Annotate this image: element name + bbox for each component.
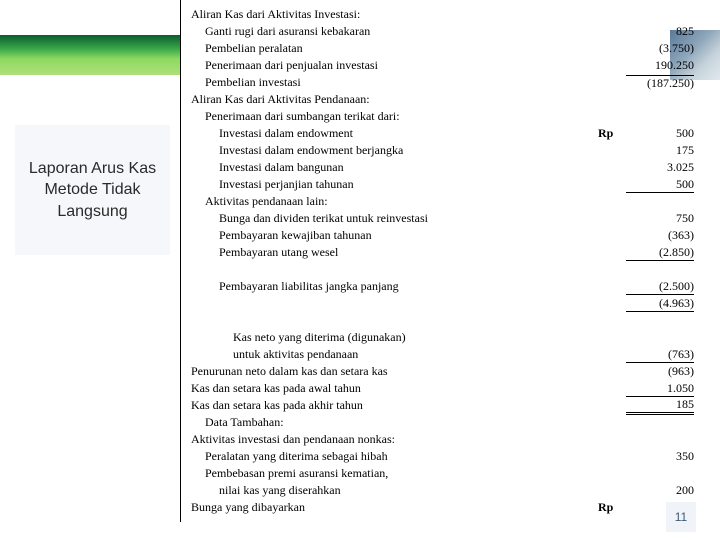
currency-symbol: Rp <box>598 500 626 515</box>
statement-line: Kas dan setara kas pada akhir tahun 185 <box>191 397 694 414</box>
line-label: Ganti rugi dari asuransi kebakaran <box>191 24 598 39</box>
statement-line: Ganti rugi dari asuransi kebakaran 825 <box>191 23 694 40</box>
statement-line: Aliran Kas dari Aktivitas Investasi: <box>191 6 694 23</box>
statement-line: Pembayaran liabilitas jangka panjang (2.5… <box>191 278 694 295</box>
header-banner <box>0 35 180 75</box>
statement-line: Data Tambahan: <box>191 414 694 431</box>
statement-line: (4.963) <box>191 295 694 312</box>
line-amount: 750 <box>626 211 694 226</box>
slide-title: Laporan Arus Kas Metode Tidak Langsung <box>15 125 170 255</box>
statement-line: Aktivitas investasi dan pendanaan nonkas… <box>191 431 694 448</box>
line-amount: 175 <box>626 143 694 158</box>
line-label: Investasi dalam endowment berjangka <box>191 143 598 158</box>
line-label: Bunga yang dibayarkan <box>191 500 598 515</box>
line-label: Peralatan yang diterima sebagai hibah <box>191 449 598 464</box>
line-amount: (187.250) <box>626 75 694 91</box>
line-amount: 190.250 <box>626 58 694 73</box>
line-label: Aktivitas investasi dan pendanaan nonkas… <box>191 432 598 447</box>
line-label: Kas dan setara kas pada awal tahun <box>191 381 598 396</box>
statement-line <box>191 261 694 278</box>
line-label: untuk aktivitas pendanaan <box>191 347 598 362</box>
line-amount: 1.050 <box>626 381 694 397</box>
line-amount: (2.500) <box>626 279 694 295</box>
statement-line: Peralatan yang diterima sebagai hibah 350 <box>191 448 694 465</box>
line-amount: 3.025 <box>626 160 694 175</box>
line-label: Pembelian peralatan <box>191 41 598 56</box>
line-amount: 200 <box>626 483 694 498</box>
line-amount: 185 <box>626 397 694 415</box>
line-amount: (4.963) <box>626 296 694 312</box>
statement-line: Pembayaran utang wesel (2.850) <box>191 244 694 261</box>
line-label: Data Tambahan: <box>191 415 598 430</box>
line-label: Pembebasan premi asuransi kematian, <box>191 466 598 481</box>
line-label: Investasi dalam bangunan <box>191 160 598 175</box>
statement-line <box>191 312 694 329</box>
line-amount: (2.850) <box>626 245 694 261</box>
statement-line: Pembayaran kewajiban tahunan (363) <box>191 227 694 244</box>
statement-line: Investasi dalam endowmentRp500 <box>191 125 694 142</box>
line-label: Kas dan setara kas pada akhir tahun <box>191 398 598 413</box>
statement-line: Pembelian investasi (187.250) <box>191 74 694 91</box>
statement-line: Kas neto yang diterima (digunakan) <box>191 329 694 346</box>
statement-line: Aktivitas pendanaan lain: <box>191 193 694 210</box>
statement-line: Penerimaan dari sumbangan terikat dari: <box>191 108 694 125</box>
line-label: Pembayaran liabilitas jangka panjang <box>191 279 598 294</box>
statement-line: Investasi dalam endowment berjangka 175 <box>191 142 694 159</box>
statement-line: Pembebasan premi asuransi kematian, <box>191 465 694 482</box>
statement-line: Penurunan neto dalam kas dan setara kas (… <box>191 363 694 380</box>
statement-line: Investasi perjanjian tahunan 500 <box>191 176 694 193</box>
line-amount: 500 <box>626 126 694 141</box>
page-number-text: 11 <box>675 510 687 524</box>
line-label: Aktivitas pendanaan lain: <box>191 194 598 209</box>
statement-line: Penerimaan dari penjualan investasi 190.2… <box>191 57 694 74</box>
title-text: Laporan Arus Kas Metode Tidak Langsung <box>25 158 160 223</box>
line-amount: (363) <box>626 228 694 243</box>
statement-line: untuk aktivitas pendanaan (763) <box>191 346 694 363</box>
line-label: Bunga dan dividen terikat untuk reinvest… <box>191 211 598 226</box>
currency-symbol: Rp <box>598 126 626 141</box>
line-label: nilai kas yang diserahkan <box>191 483 598 498</box>
line-label: Aliran Kas dari Aktivitas Investasi: <box>191 7 598 22</box>
statement-line: Kas dan setara kas pada awal tahun 1.050 <box>191 380 694 397</box>
line-amount: 500 <box>626 177 694 193</box>
statement-line: Bunga yang dibayarkanRp955 <box>191 499 694 516</box>
page-number: 11 <box>666 502 696 532</box>
line-label: Pembelian investasi <box>191 75 598 90</box>
line-amount: (763) <box>626 347 694 363</box>
statement-line: Bunga dan dividen terikat untuk reinvest… <box>191 210 694 227</box>
statement-line: Aliran Kas dari Aktivitas Pendanaan: <box>191 91 694 108</box>
line-label: Penerimaan dari sumbangan terikat dari: <box>191 109 598 124</box>
line-label: Penurunan neto dalam kas dan setara kas <box>191 364 598 379</box>
cashflow-statement: Aliran Kas dari Aktivitas Investasi:Gant… <box>180 0 700 522</box>
line-label: Investasi perjanjian tahunan <box>191 177 598 192</box>
line-label: Kas neto yang diterima (digunakan) <box>191 330 598 345</box>
line-label: Investasi dalam endowment <box>191 126 598 141</box>
line-amount: (3.750) <box>626 41 694 56</box>
line-label: Pembayaran kewajiban tahunan <box>191 228 598 243</box>
line-amount: (963) <box>626 364 694 379</box>
line-label: Aliran Kas dari Aktivitas Pendanaan: <box>191 92 598 107</box>
line-label: Pembayaran utang wesel <box>191 245 598 260</box>
line-amount: 350 <box>626 449 694 464</box>
statement-line: Investasi dalam bangunan 3.025 <box>191 159 694 176</box>
statement-line: Pembelian peralatan (3.750) <box>191 40 694 57</box>
statement-line: nilai kas yang diserahkan 200 <box>191 482 694 499</box>
line-amount: 825 <box>626 24 694 39</box>
line-label: Penerimaan dari penjualan investasi <box>191 58 598 73</box>
